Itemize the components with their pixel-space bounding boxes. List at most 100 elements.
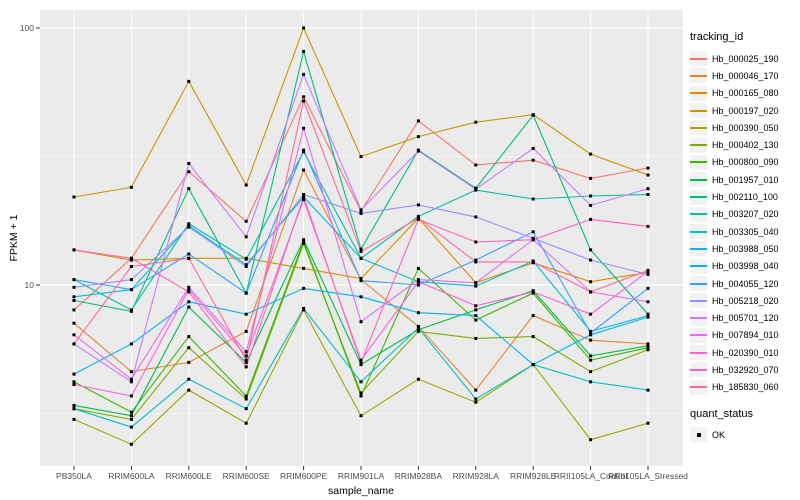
data-point xyxy=(474,388,478,392)
legend-item: Hb_001957_010 xyxy=(690,171,798,188)
legend-key xyxy=(690,241,707,257)
legend-item-label: Hb_020390_010 xyxy=(712,347,779,358)
legend-key xyxy=(690,345,707,361)
data-point xyxy=(589,203,593,207)
data-point xyxy=(474,240,478,244)
data-point xyxy=(302,238,306,242)
data-point xyxy=(359,414,363,418)
legend-item: Hb_002110_100 xyxy=(690,188,798,205)
data-point xyxy=(474,281,478,285)
line-swatch-icon xyxy=(690,317,707,320)
line-swatch-icon xyxy=(690,92,707,95)
data-point xyxy=(129,425,133,429)
x-tick-label: RRIM600SE xyxy=(223,471,271,481)
legend-item: Hb_000402_130 xyxy=(690,136,798,153)
line-swatch-icon xyxy=(690,368,707,371)
data-point xyxy=(589,176,593,180)
legend-item-label: Hb_005218_020 xyxy=(712,295,779,306)
data-point xyxy=(129,265,133,268)
data-point xyxy=(129,256,133,260)
x-tick-label: RRIM928BA xyxy=(395,471,443,481)
data-point xyxy=(531,314,535,318)
legend-item: Hb_003305_040 xyxy=(690,223,798,240)
data-point xyxy=(474,120,478,124)
data-point xyxy=(474,284,478,288)
data-point xyxy=(187,290,191,294)
data-point xyxy=(187,300,191,304)
data-point xyxy=(359,155,363,159)
legend-key xyxy=(690,206,707,222)
line-swatch-icon xyxy=(690,265,707,268)
x-axis-title: sample_name xyxy=(328,485,394,497)
legend-item: Hb_003207_020 xyxy=(690,206,798,223)
data-point xyxy=(302,198,306,202)
data-point xyxy=(129,185,133,189)
data-point xyxy=(589,358,593,362)
data-point xyxy=(302,26,306,30)
data-point xyxy=(474,397,478,401)
data-point xyxy=(187,360,191,364)
data-point xyxy=(359,279,363,283)
x-tick-label: PB350LA xyxy=(56,471,92,481)
data-point xyxy=(72,342,76,346)
data-point xyxy=(359,208,363,212)
data-point xyxy=(244,183,248,187)
x-tick-label: RRIM600LA xyxy=(108,471,155,481)
data-point xyxy=(416,311,420,315)
data-point xyxy=(129,380,133,384)
data-point xyxy=(589,248,593,252)
data-point xyxy=(244,407,248,411)
data-point xyxy=(474,163,478,167)
data-point xyxy=(302,148,306,152)
data-point xyxy=(646,268,650,272)
data-point xyxy=(646,348,650,352)
data-point xyxy=(416,377,420,381)
data-point xyxy=(187,222,191,226)
legend-key xyxy=(690,310,707,326)
x-tick-label: RRIM928LA xyxy=(453,471,500,481)
square-point-icon xyxy=(696,432,701,437)
data-point xyxy=(244,397,248,401)
data-point xyxy=(302,95,306,99)
y-axis-title: FPKM + 1 xyxy=(8,214,20,262)
data-point xyxy=(416,214,420,218)
data-point xyxy=(474,258,478,262)
legend-key xyxy=(690,120,707,136)
data-point xyxy=(474,308,478,312)
data-point xyxy=(359,394,363,398)
legend-item-label: Hb_003998_040 xyxy=(712,261,779,272)
legend-item: Hb_000800_090 xyxy=(690,154,798,171)
data-point xyxy=(531,113,535,117)
data-point xyxy=(302,99,306,103)
data-point xyxy=(646,421,650,425)
legend-item-label: Hb_001957_010 xyxy=(712,174,779,185)
data-point xyxy=(244,394,248,398)
legend-items: Hb_000025_190 Hb_000046_170 Hb_000165_080 H… xyxy=(690,50,798,396)
quant-legend-label: OK xyxy=(712,429,726,440)
data-point xyxy=(474,318,478,322)
data-point xyxy=(646,224,650,228)
legend-item-label: Hb_000046_170 xyxy=(712,70,779,81)
y-tick-label: 10 xyxy=(25,280,35,290)
legend-key xyxy=(690,51,707,67)
line-swatch-icon xyxy=(690,196,707,199)
legend-item-label: Hb_000800_090 xyxy=(712,157,779,168)
data-point xyxy=(72,308,76,312)
data-point xyxy=(129,258,133,262)
data-point xyxy=(589,380,593,384)
data-point xyxy=(531,335,535,339)
line-swatch-icon xyxy=(690,74,707,77)
data-point xyxy=(646,272,650,276)
legend-item-label: Hb_185830_060 xyxy=(712,382,779,393)
data-point xyxy=(129,414,133,418)
data-point xyxy=(474,260,478,264)
data-point xyxy=(416,324,420,328)
data-point xyxy=(474,215,478,219)
data-point xyxy=(302,126,306,130)
legend-item-label: Hb_007894_010 xyxy=(712,330,779,341)
data-point xyxy=(244,265,248,268)
data-point xyxy=(589,217,593,221)
data-point xyxy=(187,335,191,339)
data-point xyxy=(129,370,133,374)
